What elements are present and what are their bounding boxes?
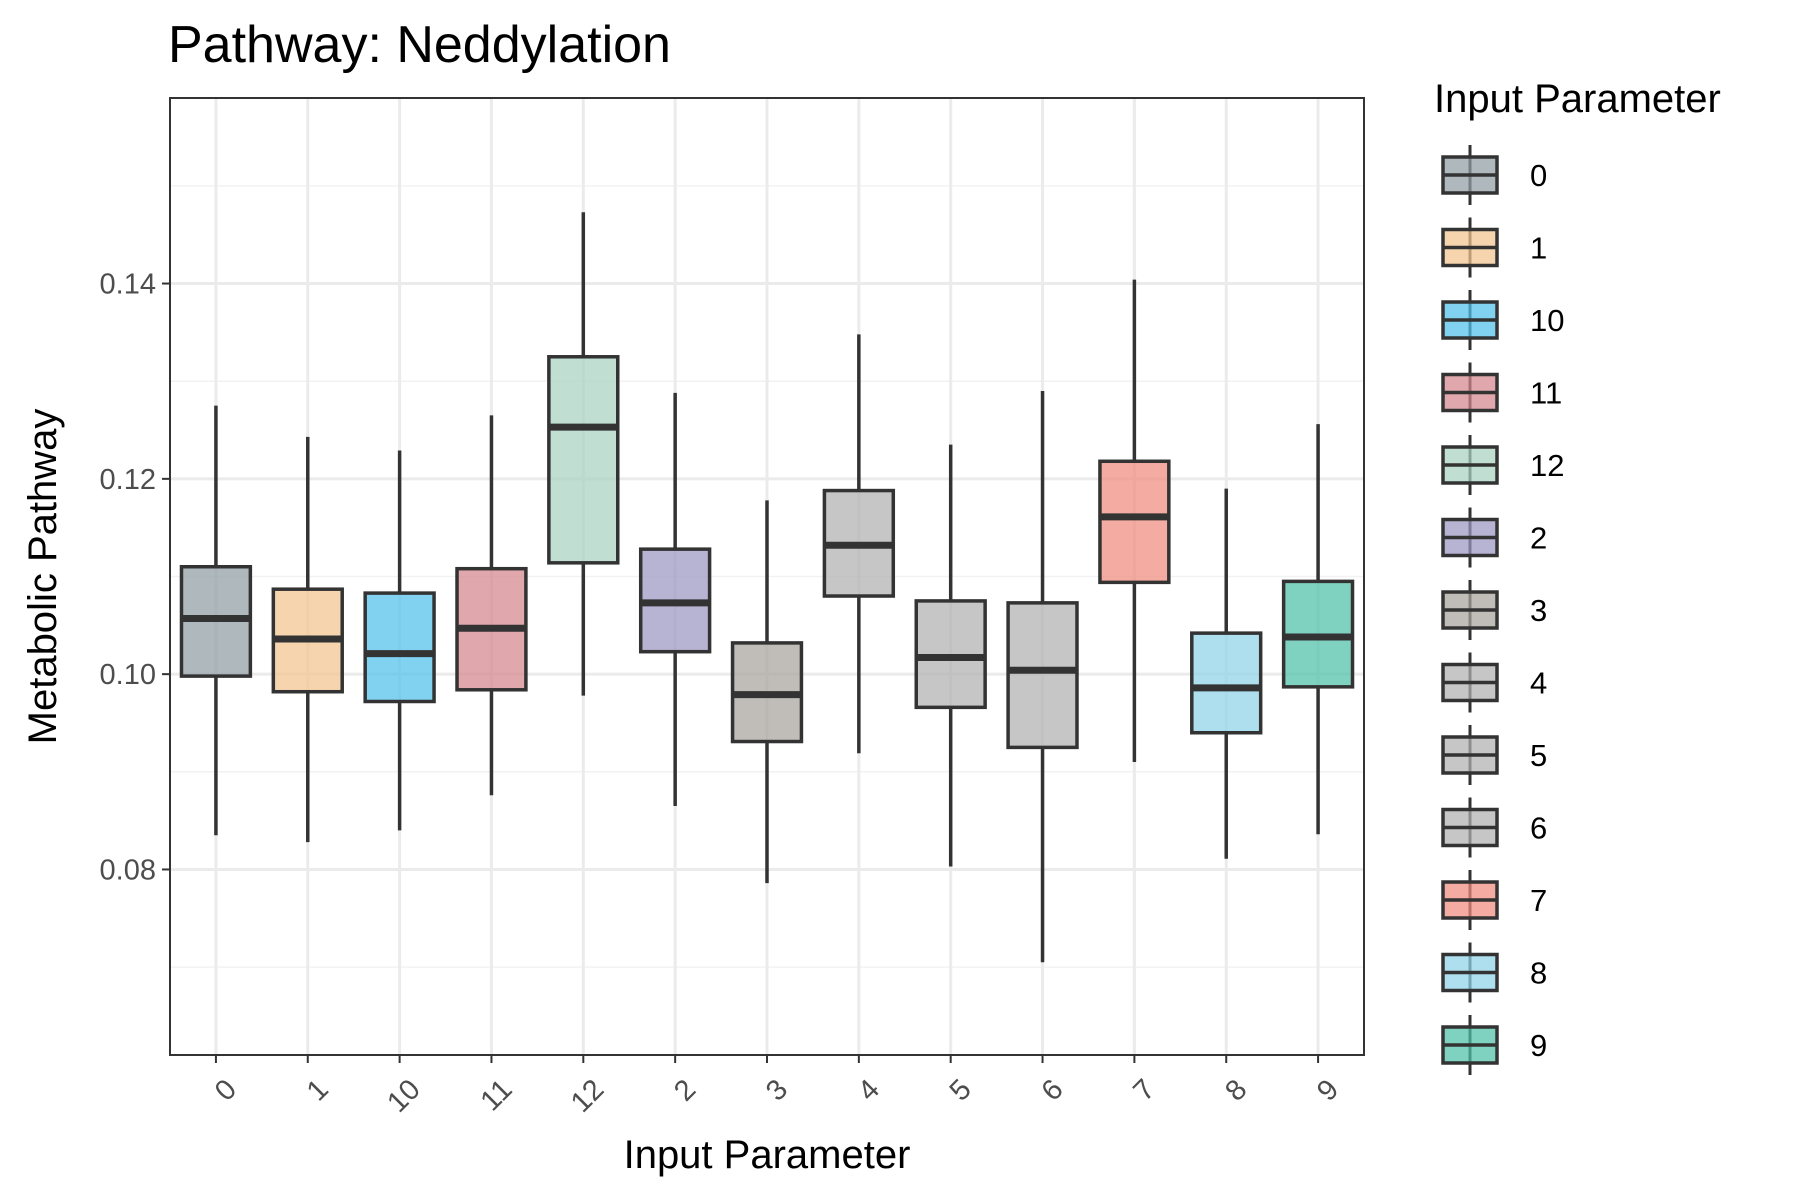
legend: Input Parameter 0 1 10 11 12 2 3 4 5 6 7 8 9 bbox=[1434, 77, 1721, 1075]
x-tick-label: 9 bbox=[1311, 1073, 1345, 1107]
x-tick-label: 5 bbox=[944, 1073, 978, 1107]
y-axis: 0.08 0.10 0.12 0.14 bbox=[100, 269, 170, 886]
box-7 bbox=[1098, 279, 1171, 763]
box-iqr bbox=[1190, 631, 1263, 735]
legend-label: 0 bbox=[1530, 158, 1547, 193]
y-axis-title: Metabolic Pathway bbox=[21, 409, 65, 745]
legend-label: 1 bbox=[1530, 231, 1547, 266]
plot-panel bbox=[169, 97, 1365, 1056]
x-tick-label: 4 bbox=[852, 1073, 886, 1107]
x-tick-label: 12 bbox=[565, 1073, 610, 1118]
legend-label: 5 bbox=[1530, 738, 1547, 773]
legend-item-9: 9 bbox=[1441, 1015, 1547, 1075]
box-10 bbox=[363, 450, 436, 831]
legend-label: 4 bbox=[1530, 666, 1547, 701]
x-tick-label: 2 bbox=[668, 1073, 702, 1107]
x-tick-label: 3 bbox=[760, 1073, 794, 1107]
legend-item-1: 1 bbox=[1441, 217, 1547, 278]
box-5 bbox=[914, 444, 987, 867]
x-tick-label: 6 bbox=[1036, 1073, 1070, 1107]
legend-label: 12 bbox=[1530, 448, 1564, 483]
legend-label: 3 bbox=[1530, 593, 1547, 628]
legend-item-2: 2 bbox=[1441, 507, 1547, 568]
box-iqr bbox=[1006, 601, 1079, 750]
legend-item-11: 11 bbox=[1441, 362, 1562, 423]
box-iqr bbox=[547, 355, 620, 565]
y-tick-label: 0.14 bbox=[100, 269, 156, 301]
legend-item-0: 0 bbox=[1441, 145, 1547, 205]
box-1 bbox=[271, 436, 344, 843]
box-3 bbox=[730, 500, 804, 884]
legend-label: 7 bbox=[1530, 883, 1547, 918]
x-tick-label: 11 bbox=[475, 1073, 519, 1117]
chart-title: Pathway: Neddylation bbox=[168, 16, 671, 74]
box-series bbox=[179, 212, 1355, 963]
legend-item-5: 5 bbox=[1441, 725, 1547, 785]
legend-item-8: 8 bbox=[1441, 942, 1547, 1003]
box-iqr bbox=[1098, 459, 1171, 585]
legend-label: 10 bbox=[1530, 303, 1564, 338]
x-tick-label: 7 bbox=[1127, 1073, 1161, 1107]
x-tick-label: 0 bbox=[209, 1073, 243, 1107]
x-tick-label: 1 bbox=[301, 1073, 335, 1107]
y-tick-label: 0.08 bbox=[100, 854, 156, 886]
box-8 bbox=[1190, 488, 1263, 859]
legend-items: 0 1 10 11 12 2 3 4 5 6 7 8 9 bbox=[1441, 145, 1564, 1075]
box-9 bbox=[1281, 424, 1355, 835]
legend-label: 9 bbox=[1530, 1028, 1547, 1063]
y-tick-label: 0.12 bbox=[100, 464, 156, 496]
y-tick-label: 0.10 bbox=[100, 659, 156, 691]
legend-item-4: 4 bbox=[1441, 652, 1547, 713]
legend-title: Input Parameter bbox=[1434, 77, 1721, 121]
box-6 bbox=[1006, 390, 1079, 963]
x-tick-label: 10 bbox=[381, 1073, 426, 1118]
box-11 bbox=[455, 415, 528, 796]
legend-label: 6 bbox=[1530, 811, 1547, 846]
x-tick-label: 8 bbox=[1219, 1073, 1253, 1107]
legend-label: 8 bbox=[1530, 956, 1547, 991]
box-2 bbox=[638, 392, 712, 806]
legend-item-6: 6 bbox=[1441, 797, 1547, 858]
x-axis: 0 1 10 11 12 2 3 4 5 6 7 8 9 bbox=[209, 1055, 1345, 1119]
box-iqr bbox=[363, 591, 436, 704]
legend-label: 11 bbox=[1530, 376, 1562, 411]
box-4 bbox=[822, 334, 896, 754]
box-12 bbox=[547, 212, 620, 696]
legend-label: 2 bbox=[1530, 521, 1547, 556]
legend-item-12: 12 bbox=[1441, 435, 1564, 495]
legend-item-10: 10 bbox=[1441, 290, 1564, 350]
x-axis-title: Input Parameter bbox=[624, 1133, 911, 1177]
legend-item-7: 7 bbox=[1441, 870, 1547, 930]
legend-item-3: 3 bbox=[1441, 580, 1547, 640]
box-0 bbox=[179, 405, 253, 836]
